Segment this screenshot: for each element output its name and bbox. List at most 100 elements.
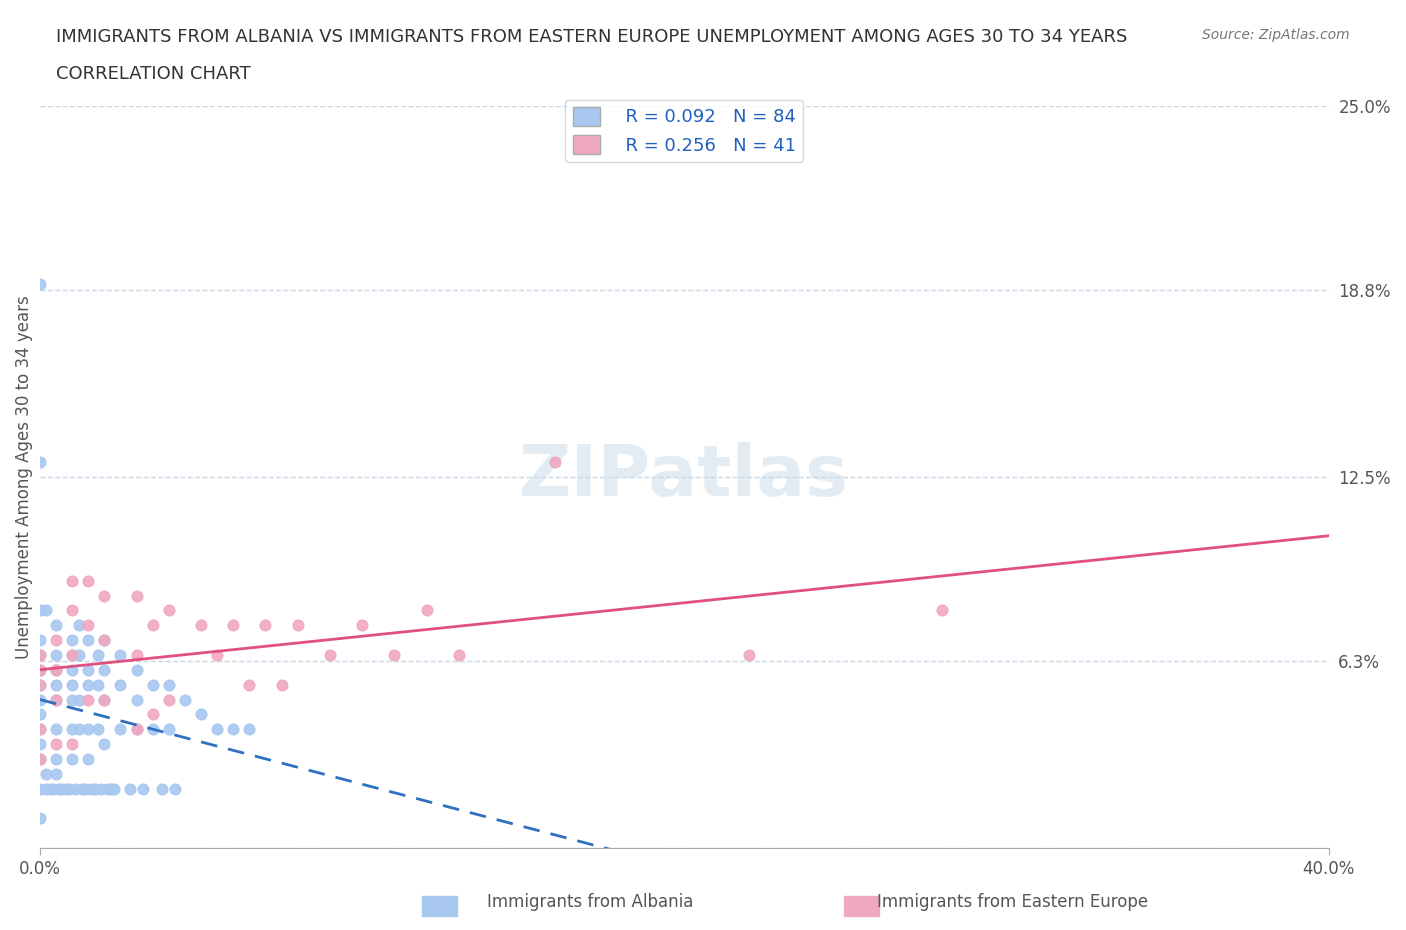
Point bbox=[77, 573, 100, 588]
Point bbox=[28, 722, 51, 737]
Point bbox=[60, 751, 83, 766]
Point bbox=[93, 632, 115, 647]
Point bbox=[35, 781, 58, 796]
Point bbox=[157, 677, 180, 692]
Point bbox=[45, 662, 67, 677]
Point bbox=[60, 647, 83, 662]
Point bbox=[67, 618, 90, 632]
Point bbox=[67, 647, 90, 662]
Point bbox=[77, 692, 100, 707]
Point bbox=[45, 662, 67, 677]
Point bbox=[45, 766, 67, 781]
Point bbox=[205, 647, 228, 662]
Point bbox=[28, 751, 51, 766]
Point bbox=[270, 677, 292, 692]
Point bbox=[287, 618, 309, 632]
Point bbox=[110, 647, 132, 662]
Point bbox=[93, 692, 115, 707]
Point bbox=[77, 618, 100, 632]
Point bbox=[238, 677, 260, 692]
Point bbox=[100, 781, 122, 796]
Point bbox=[28, 677, 51, 692]
Point bbox=[28, 811, 51, 826]
Y-axis label: Unemployment Among Ages 30 to 34 years: Unemployment Among Ages 30 to 34 years bbox=[15, 295, 32, 658]
Point bbox=[60, 603, 83, 618]
Point bbox=[931, 603, 953, 618]
Point bbox=[60, 647, 83, 662]
Point bbox=[28, 662, 51, 677]
Point bbox=[28, 662, 51, 677]
Text: Source: ZipAtlas.com: Source: ZipAtlas.com bbox=[1202, 28, 1350, 42]
Point bbox=[28, 632, 51, 647]
Point bbox=[120, 781, 142, 796]
Point bbox=[103, 781, 125, 796]
Point bbox=[60, 662, 83, 677]
Point bbox=[190, 707, 212, 722]
Point bbox=[55, 781, 77, 796]
Point bbox=[80, 781, 103, 796]
Point bbox=[77, 662, 100, 677]
Text: ZIPatlas: ZIPatlas bbox=[519, 443, 849, 512]
Text: Immigrants from Albania: Immigrants from Albania bbox=[488, 894, 693, 911]
Point bbox=[28, 276, 51, 291]
Point bbox=[67, 692, 90, 707]
Point bbox=[447, 647, 470, 662]
Point bbox=[60, 573, 83, 588]
Point bbox=[125, 722, 148, 737]
Point bbox=[45, 647, 67, 662]
Point bbox=[73, 781, 96, 796]
Point bbox=[157, 722, 180, 737]
Point bbox=[35, 766, 58, 781]
Point bbox=[352, 618, 374, 632]
Point bbox=[142, 677, 165, 692]
Point bbox=[51, 781, 73, 796]
Point bbox=[28, 647, 51, 662]
Point bbox=[93, 737, 115, 751]
Point bbox=[28, 677, 51, 692]
Point bbox=[222, 722, 245, 737]
Point bbox=[142, 618, 165, 632]
Point bbox=[28, 751, 51, 766]
Point bbox=[93, 632, 115, 647]
Point bbox=[45, 692, 67, 707]
Legend:   R = 0.092   N = 84,   R = 0.256   N = 41: R = 0.092 N = 84, R = 0.256 N = 41 bbox=[565, 100, 803, 162]
Point bbox=[87, 677, 110, 692]
Point bbox=[60, 677, 83, 692]
Point bbox=[222, 618, 245, 632]
Point bbox=[77, 722, 100, 737]
Point bbox=[35, 603, 58, 618]
Point bbox=[157, 692, 180, 707]
Point bbox=[87, 722, 110, 737]
Point bbox=[28, 781, 51, 796]
Point bbox=[110, 677, 132, 692]
Point bbox=[60, 632, 83, 647]
Point bbox=[125, 588, 148, 603]
Point bbox=[60, 692, 83, 707]
Point bbox=[77, 677, 100, 692]
Point bbox=[28, 603, 51, 618]
Point bbox=[60, 722, 83, 737]
Point bbox=[38, 781, 60, 796]
Point bbox=[142, 722, 165, 737]
Point bbox=[83, 781, 105, 796]
Point bbox=[45, 737, 67, 751]
Point bbox=[60, 737, 83, 751]
Point bbox=[28, 722, 51, 737]
Point bbox=[45, 692, 67, 707]
Point bbox=[125, 662, 148, 677]
Point bbox=[48, 781, 70, 796]
Point bbox=[382, 647, 405, 662]
Point bbox=[238, 722, 260, 737]
Point bbox=[45, 677, 67, 692]
Point bbox=[90, 781, 112, 796]
Point bbox=[142, 707, 165, 722]
Point bbox=[45, 632, 67, 647]
Point bbox=[125, 647, 148, 662]
Point bbox=[157, 603, 180, 618]
Point bbox=[132, 781, 155, 796]
Point bbox=[45, 618, 67, 632]
Point bbox=[70, 781, 93, 796]
Point bbox=[125, 722, 148, 737]
Point bbox=[42, 781, 65, 796]
Point bbox=[254, 618, 277, 632]
